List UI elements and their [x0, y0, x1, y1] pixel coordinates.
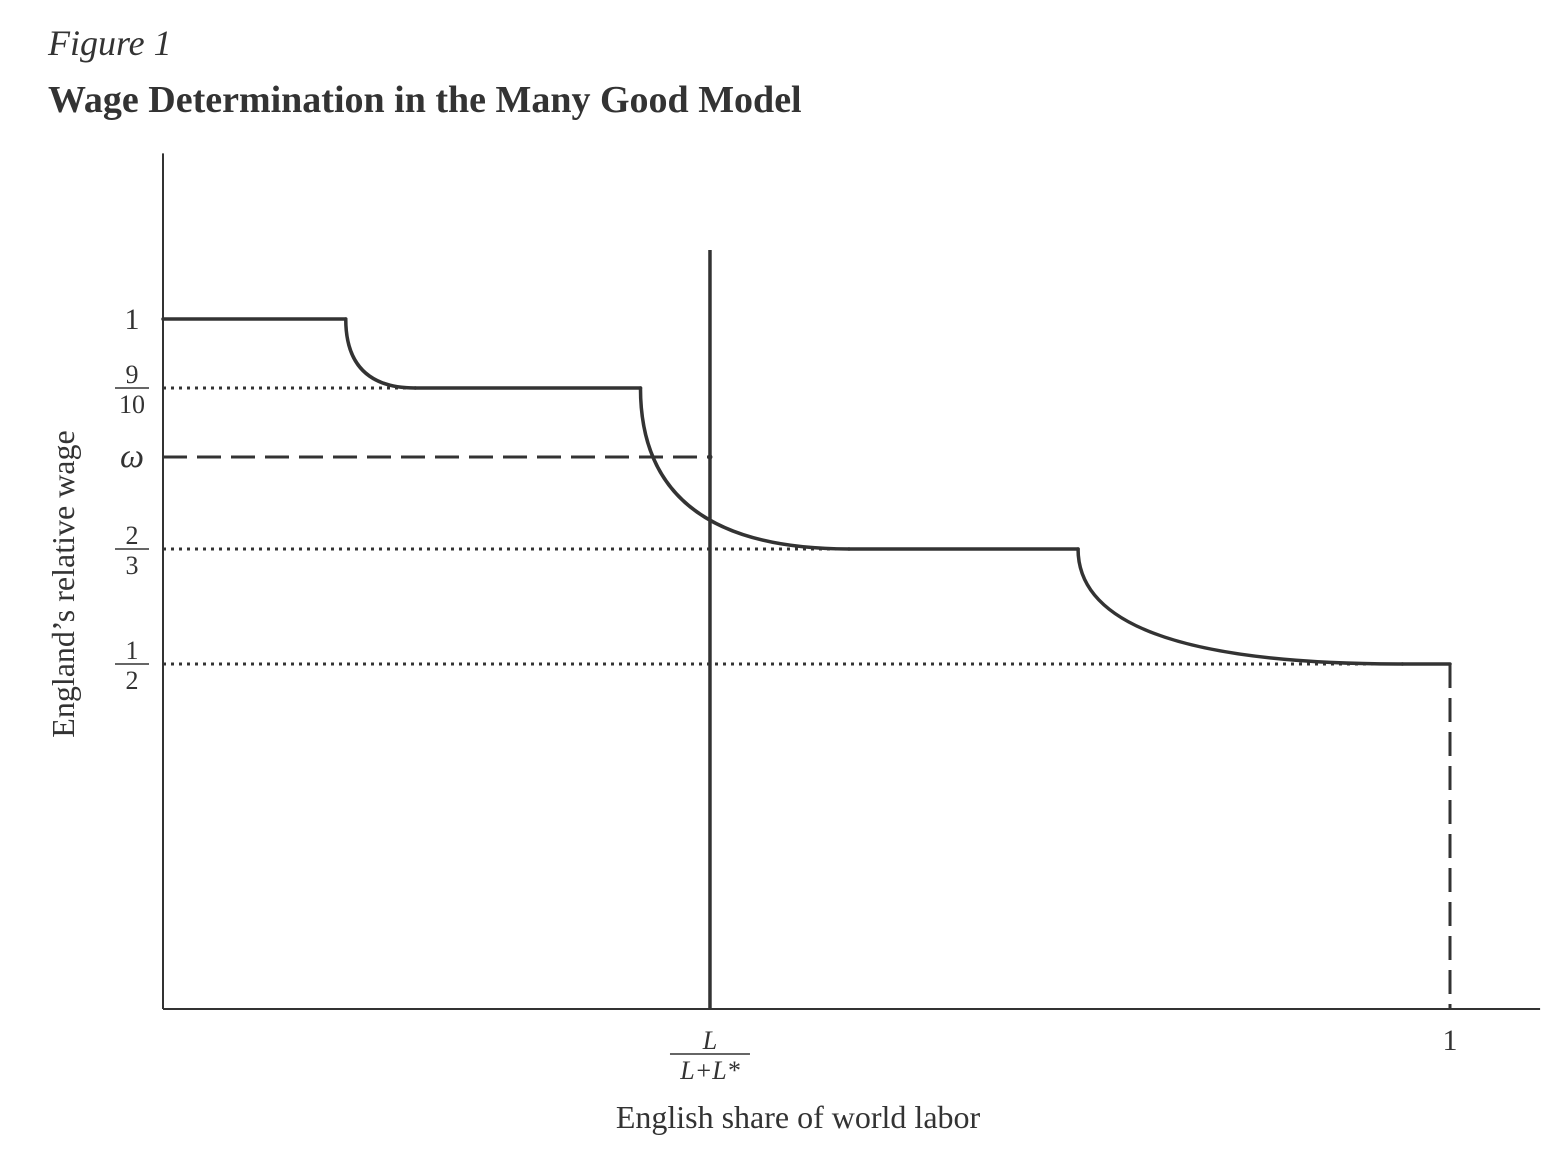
y-tick-denominator-4: 3 — [126, 551, 139, 580]
curve-segment-1-2 — [344, 317, 418, 390]
y-axis-title: England’s relative wage — [45, 430, 81, 737]
curve-segment-1-4 — [638, 386, 851, 551]
x-tick-label-2: 1 — [1443, 1024, 1458, 1057]
y-tick-numerator-5: 1 — [126, 636, 139, 665]
x-tick-denominator-1: L+L* — [679, 1056, 739, 1085]
x-axis-title: English share of world labor — [616, 1099, 981, 1135]
y-tick-numerator-4: 2 — [126, 521, 139, 550]
equilibrium-point — [707, 454, 713, 460]
y-tick-denominator-5: 2 — [126, 666, 139, 695]
y-tick-label-3: ω — [120, 438, 144, 475]
figure-title: Wage Determination in the Many Good Mode… — [48, 79, 802, 121]
x-tick-numerator-1: L — [702, 1026, 717, 1055]
figure-label: Figure 1 — [48, 23, 172, 63]
y-tick-label-1: 1 — [125, 303, 140, 336]
y-tick-numerator-2: 9 — [126, 360, 139, 389]
y-tick-denominator-2: 10 — [119, 390, 145, 419]
curve-segment-1-6 — [1076, 547, 1405, 666]
